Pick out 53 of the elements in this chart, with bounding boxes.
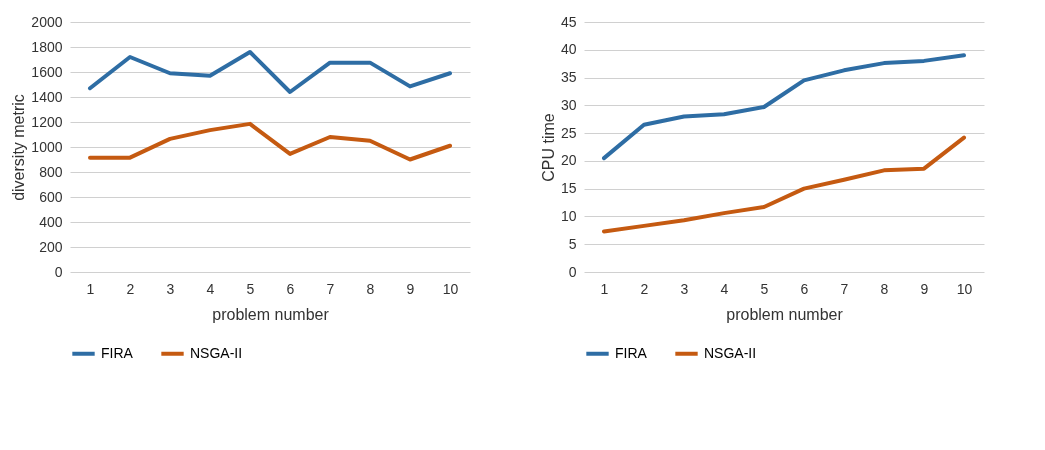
x-tick-label: 2 bbox=[126, 280, 135, 297]
x-tick-label: 8 bbox=[366, 280, 375, 297]
y-tick-label: 5 bbox=[568, 235, 577, 252]
y-tick-label: 30 bbox=[560, 96, 577, 113]
y-tick-label: 45 bbox=[560, 13, 577, 30]
legend-label: NSGA-II bbox=[704, 344, 757, 361]
x-tick-label: 5 bbox=[246, 280, 255, 297]
x-tick-label: 5 bbox=[760, 280, 769, 297]
line-series bbox=[88, 121, 452, 162]
x-axis-title: problem number bbox=[726, 305, 844, 323]
x-tick-label: 4 bbox=[720, 280, 729, 297]
y-tick-label: 1600 bbox=[31, 63, 63, 80]
y-tick-label: 15 bbox=[560, 180, 577, 197]
x-tick-label: 7 bbox=[840, 280, 849, 297]
x-tick-label: 7 bbox=[326, 280, 335, 297]
x-tick-label: 2 bbox=[640, 280, 649, 297]
legend-label: FIRA bbox=[615, 344, 648, 361]
y-axis-title: diversity metric bbox=[10, 94, 28, 201]
x-tick-label: 4 bbox=[206, 280, 215, 297]
x-tick-label: 6 bbox=[286, 280, 295, 297]
y-tick-label: 0 bbox=[568, 263, 577, 280]
x-axis-title: problem number bbox=[212, 305, 330, 323]
x-tick-label: 1 bbox=[86, 280, 95, 297]
x-tick-label: 9 bbox=[920, 280, 929, 297]
x-tick-label: 3 bbox=[680, 280, 689, 297]
y-tick-label: 1400 bbox=[31, 88, 63, 105]
line-series bbox=[602, 135, 966, 234]
y-tick-label: 2000 bbox=[31, 13, 63, 30]
y-tick-label: 0 bbox=[54, 263, 63, 280]
x-tick-label: 10 bbox=[442, 280, 459, 297]
x-tick-label: 9 bbox=[406, 280, 415, 297]
y-tick-label: 200 bbox=[39, 238, 63, 255]
line-series bbox=[602, 53, 966, 161]
y-tick-label: 25 bbox=[560, 124, 577, 141]
y-tick-label: 35 bbox=[560, 69, 577, 86]
y-tick-label: 1000 bbox=[31, 138, 63, 155]
x-tick-label: 3 bbox=[166, 280, 175, 297]
y-tick-label: 10 bbox=[560, 207, 577, 224]
x-tick-label: 8 bbox=[880, 280, 889, 297]
line-series bbox=[88, 50, 452, 94]
legend-label: NSGA-II bbox=[190, 344, 243, 361]
y-tick-label: 40 bbox=[560, 41, 577, 58]
y-tick-label: 800 bbox=[39, 163, 63, 180]
legend-label: FIRA bbox=[101, 344, 134, 361]
y-tick-label: 20 bbox=[560, 152, 577, 169]
y-tick-label: 1800 bbox=[31, 38, 63, 55]
y-tick-label: 400 bbox=[39, 213, 63, 230]
x-tick-label: 1 bbox=[600, 280, 609, 297]
y-axis-title: CPU time bbox=[539, 113, 557, 182]
y-tick-label: 1200 bbox=[31, 113, 63, 130]
x-tick-label: 10 bbox=[956, 280, 973, 297]
x-tick-label: 6 bbox=[800, 280, 809, 297]
y-tick-label: 600 bbox=[39, 188, 63, 205]
